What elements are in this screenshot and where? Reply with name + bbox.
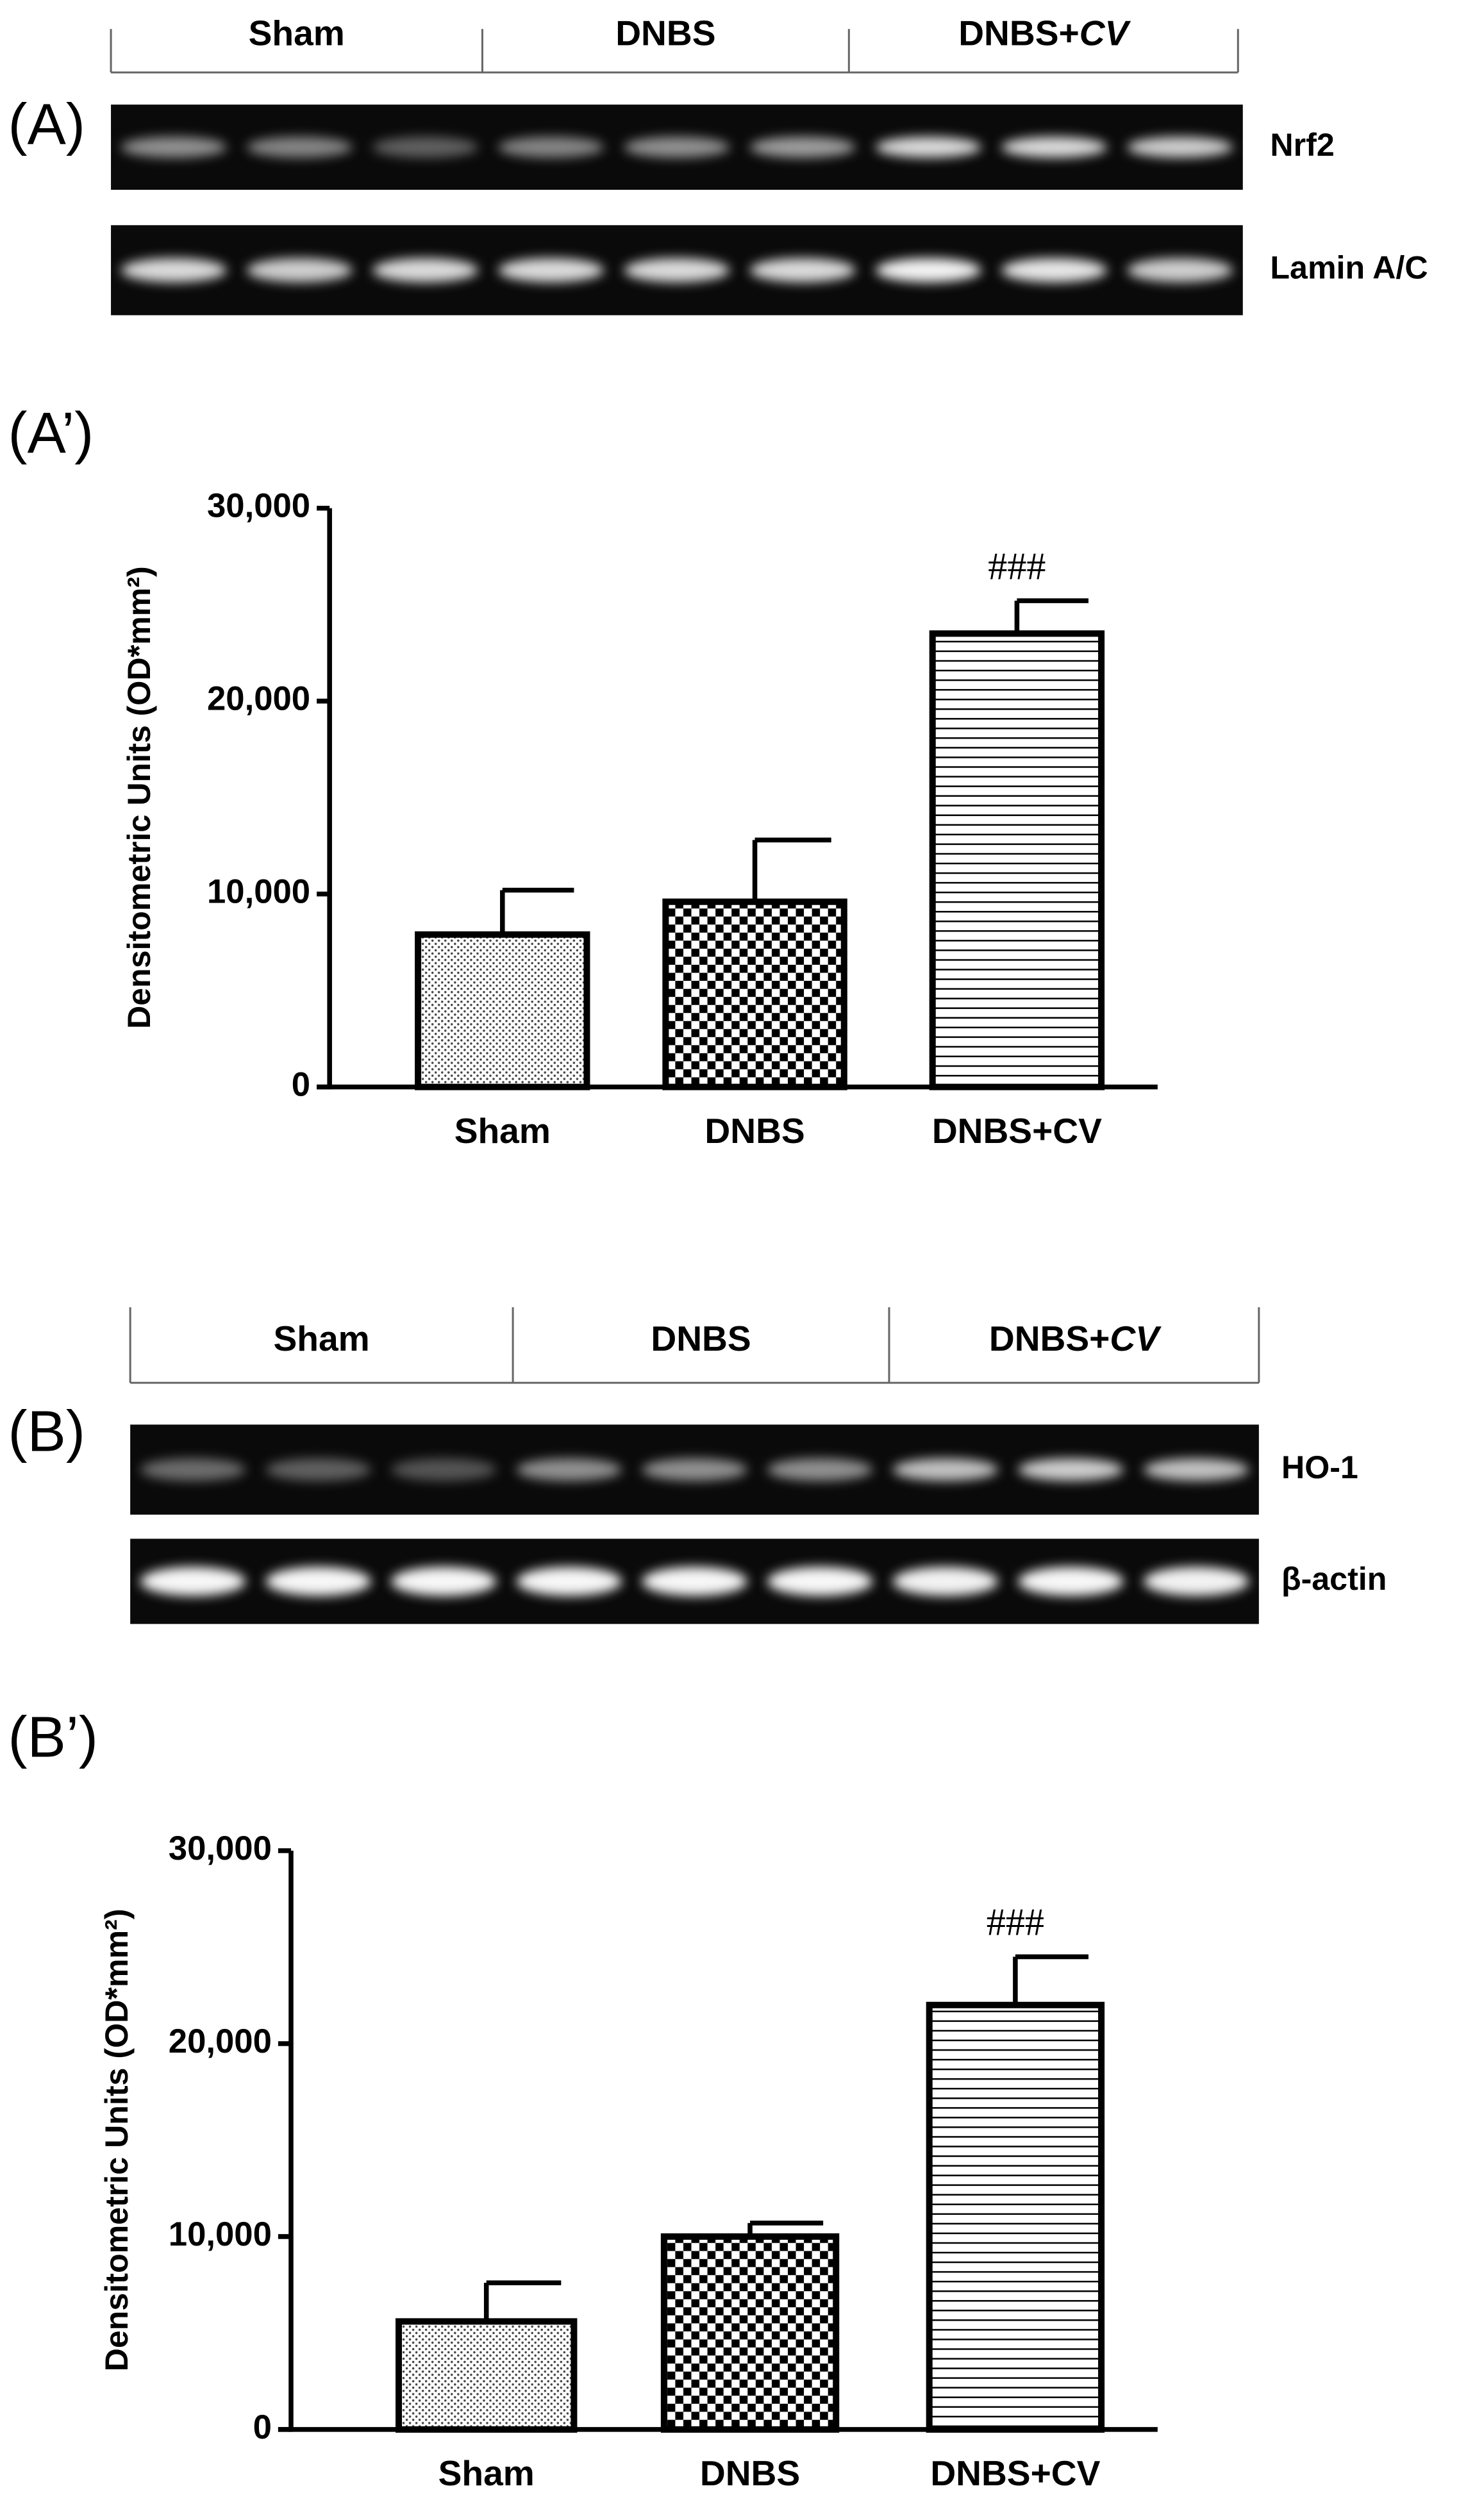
bar [926,2001,1105,2433]
group-label: DNBS+CV [958,13,1131,53]
annotation: ### [987,1901,1044,1944]
band [749,137,856,158]
y-tick-label: 0 [292,1066,310,1104]
band [516,1458,622,1481]
row-label: HO-1 [1281,1449,1358,1485]
band [121,137,227,158]
band [372,137,478,158]
band [892,1458,998,1481]
band [1018,1458,1124,1481]
y-tick-label: 10,000 [169,2215,272,2253]
bar [662,898,847,1090]
panel-label: (B’) [8,1705,98,1769]
group-label-part: DNBS [651,1318,751,1358]
bar [929,630,1105,1090]
group-label-part: DNBS [615,13,715,53]
x-tick-label: DNBS [700,2453,800,2493]
y-tick-label: 30,000 [169,1830,272,1867]
band [1127,137,1233,158]
band [1001,137,1107,158]
band [1127,258,1233,283]
group-label: Sham [249,13,345,53]
band [624,258,730,283]
panel-label: (A) [8,92,85,157]
panel-label: (B) [8,1399,85,1464]
band [875,137,981,158]
group-label-part: DNBS+ [958,13,1080,53]
band [624,137,730,158]
band [1018,1567,1124,1596]
group-label-part: CV [1080,13,1131,53]
band [642,1458,747,1481]
group-label-part: Sham [274,1318,370,1358]
bar [660,2233,840,2433]
group-label-part: CV [1110,1318,1162,1358]
band [391,1567,497,1596]
y-tick-label: 20,000 [207,680,310,718]
group-label: DNBS [651,1318,751,1358]
bar [395,2318,578,2433]
row-label: β-actin [1281,1561,1387,1597]
band [1143,1458,1249,1481]
x-tick-label: DNBS [704,1111,805,1151]
x-tick-label: DNBS+CV [932,1111,1102,1151]
y-tick-label: 10,000 [207,873,310,911]
y-tick-label: 20,000 [169,2022,272,2060]
y-tick-label: 30,000 [207,487,310,525]
y-axis-label: Densitometric Units (OD*mm²) [121,566,157,1029]
group-label: DNBS+CV [989,1318,1162,1358]
band [767,1458,873,1481]
panel-label: (A’) [8,401,94,465]
annotation: ### [988,545,1046,588]
x-tick-label: DNBS+CV [930,2453,1100,2493]
group-label-part: Sham [249,13,345,53]
band [498,137,604,158]
band [246,258,353,283]
group-label: Sham [274,1318,370,1358]
group-label-part: DNBS+ [989,1318,1110,1358]
band [767,1567,873,1596]
band [1001,258,1107,283]
band [892,1567,998,1596]
band [121,258,227,283]
band [749,258,856,283]
band [246,137,353,158]
band [498,258,604,283]
bar [415,931,590,1090]
band [372,258,478,283]
x-tick-label: Sham [454,1111,551,1151]
band [1143,1567,1249,1596]
band [642,1567,747,1596]
row-label: Nrf2 [1270,127,1334,163]
row-label: Lamin A/C [1270,250,1428,286]
band [265,1567,371,1596]
band [140,1458,246,1481]
band [875,258,981,283]
group-label: DNBS [615,13,715,53]
y-axis-label: Densitometric Units (OD*mm²) [99,1909,135,2372]
band [265,1458,371,1481]
band [140,1567,246,1596]
x-tick-label: Sham [438,2453,535,2493]
band [516,1567,622,1596]
y-tick-label: 0 [253,2408,272,2446]
band [391,1458,497,1481]
